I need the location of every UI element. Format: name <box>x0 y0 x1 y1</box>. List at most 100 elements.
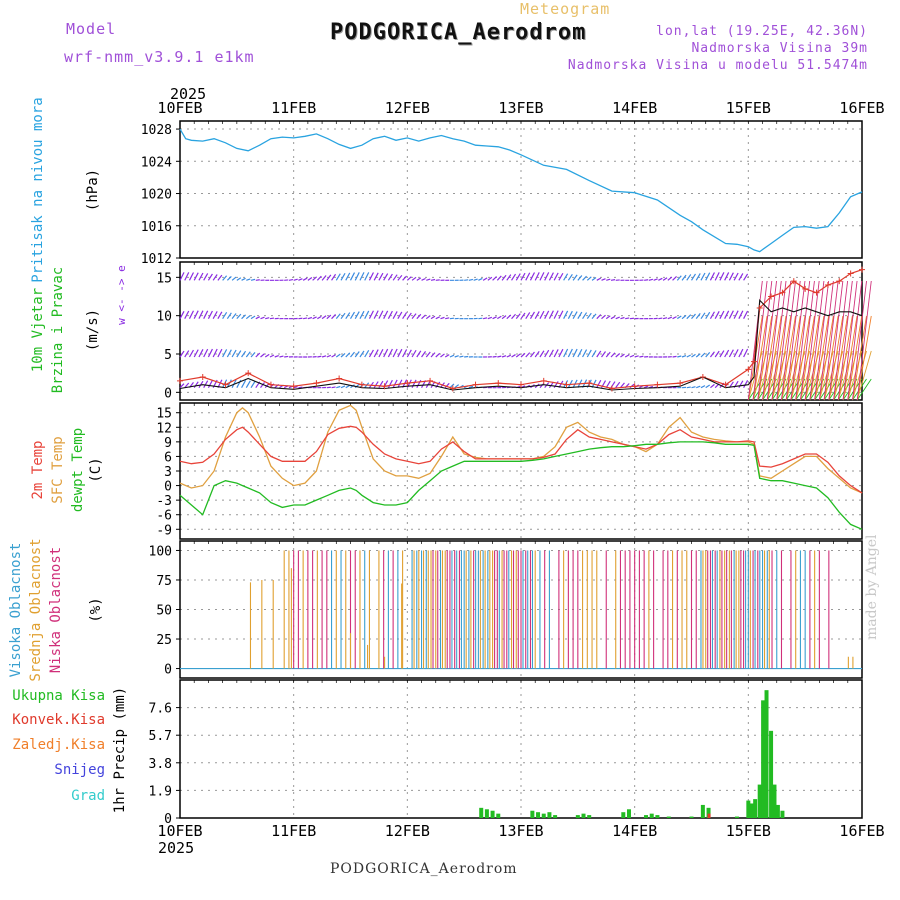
wind-barb <box>321 275 327 281</box>
wind-barb <box>198 310 204 319</box>
precip-conv-bar <box>707 813 711 818</box>
wind-barb <box>246 278 251 281</box>
precip-total-bar <box>649 813 654 818</box>
wind-barb <box>478 277 483 281</box>
wind-barb <box>781 315 796 401</box>
wind-ylabel-2: Brzina i Pravac <box>50 267 66 393</box>
wind-barb <box>255 352 261 358</box>
wind-barb <box>317 315 322 320</box>
wind-barb <box>856 315 872 401</box>
wind-barb <box>198 380 204 388</box>
wind-barb <box>842 280 858 401</box>
wind-barb <box>349 311 356 319</box>
temperature-ytick-label: 0 <box>164 480 172 495</box>
wind-barb <box>601 351 606 358</box>
bottom-xtick-label: 14FEB <box>612 822 657 840</box>
wind-barb <box>667 276 673 281</box>
wind-barb <box>179 350 185 358</box>
wind-speed-marker <box>381 383 388 390</box>
wind-barb <box>326 314 332 320</box>
wind-barb <box>605 351 611 358</box>
wind-barb <box>530 351 535 358</box>
precip-total-bar <box>749 803 754 818</box>
wind-barb <box>534 350 540 358</box>
wind-barbs <box>179 272 872 401</box>
wind-barb <box>269 317 275 320</box>
wind-barb <box>435 352 441 358</box>
wind-barb <box>378 348 384 358</box>
top-xtick-label: 11FEB <box>271 99 316 117</box>
precip-total-bar <box>780 810 785 818</box>
cloud-ytick-label: 100 <box>149 544 172 559</box>
temperature-ytick-label: 12 <box>156 421 172 436</box>
wind-barb <box>482 277 488 281</box>
wind-barb <box>738 380 744 388</box>
wind-barb <box>392 379 398 388</box>
wind-barb <box>373 349 379 358</box>
wind-barb <box>558 310 564 319</box>
wind-direction-key: w <- -> e <box>115 265 128 325</box>
wind-barb <box>615 353 621 358</box>
wind-barb <box>572 348 578 358</box>
wind-barb <box>421 351 427 358</box>
precip-total-bar <box>769 730 774 818</box>
wind-barb <box>643 385 649 389</box>
top-year-label: 2025 <box>170 85 206 103</box>
wind-barb <box>511 313 516 320</box>
wind-barb <box>809 315 825 401</box>
wind-barb <box>364 310 370 319</box>
wind-speed-marker <box>404 380 411 387</box>
wind-barb <box>326 274 332 281</box>
wind-barb <box>686 354 692 358</box>
top-xtick-label: 10FEB <box>157 99 202 117</box>
wind-barb <box>634 355 639 358</box>
wind-barb <box>515 313 521 320</box>
wind-barb <box>799 315 815 401</box>
wind-speed-marker <box>427 377 434 384</box>
wind-barb <box>852 315 867 401</box>
wind-barb <box>823 315 839 401</box>
wind-barb <box>340 385 346 389</box>
wind-barb <box>681 274 687 281</box>
wind-barb <box>231 313 237 320</box>
wind-barb <box>373 381 379 388</box>
wind-barb <box>440 316 445 320</box>
wind-barb <box>212 348 218 358</box>
model-name: wrf-nmm_v3.9.1 e1km <box>64 48 255 66</box>
wind-barb <box>700 272 706 281</box>
cloud-ylabel-3: Niska Oblacnost <box>48 547 64 673</box>
wind-barb <box>426 278 431 281</box>
wind-barb <box>236 313 242 320</box>
wind-barb <box>397 311 403 319</box>
dewpt-line <box>179 441 863 530</box>
wind-speed-marker <box>495 380 502 387</box>
wind-barb <box>804 280 820 401</box>
wind-barb <box>567 348 573 358</box>
wind-barb <box>719 310 725 319</box>
wind-barb <box>212 311 218 319</box>
wind-barb <box>847 280 863 401</box>
wind-barb <box>364 350 370 358</box>
bottom-xtick-label: 15FEB <box>726 822 771 840</box>
wind-barb <box>492 276 497 281</box>
wind-barb <box>743 348 749 358</box>
wind-barb <box>473 278 478 281</box>
wind-barb <box>454 355 459 358</box>
wind-speed-marker <box>836 278 843 285</box>
wind-barb <box>672 316 677 320</box>
wind-barb <box>605 380 611 388</box>
wind-barb <box>250 278 256 281</box>
wind-barb <box>762 280 777 401</box>
wind-barb <box>260 382 265 389</box>
wind-barb <box>350 351 355 358</box>
wind-speed-marker <box>654 381 661 388</box>
wind-barb <box>591 276 597 281</box>
footer-station: PODGORICA_Aerodrom <box>330 861 518 877</box>
wind-barb <box>468 278 474 281</box>
wind-barb <box>733 310 739 319</box>
wind-barb <box>402 349 408 358</box>
wind-barb <box>444 382 450 389</box>
wind-barb <box>620 353 625 358</box>
wind-barb <box>250 352 256 358</box>
wind-barb <box>596 350 602 358</box>
